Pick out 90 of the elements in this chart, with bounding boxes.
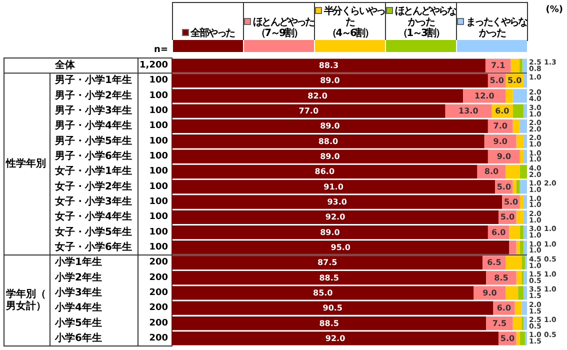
text: 1,200: [140, 60, 168, 71]
text: 100: [149, 106, 168, 116]
data-label: 5.0: [496, 182, 512, 192]
text: 100: [149, 212, 168, 222]
data-label: 9.0: [482, 288, 498, 298]
data-label: 89.0: [320, 152, 340, 162]
data-label: 88.5: [319, 318, 340, 328]
text: 100: [149, 90, 168, 101]
bar: [516, 180, 520, 194]
data-label: 8.5: [494, 273, 509, 282]
data-label: 95.0: [330, 242, 351, 252]
text: 100: [149, 182, 168, 192]
y-tick-label: 全体: [54, 59, 76, 72]
y-tick-label: 男子・小学3年生: [54, 104, 132, 117]
text: 100: [149, 166, 168, 177]
data-label: 6.5: [487, 258, 502, 268]
data-label: 86.0: [314, 167, 335, 176]
data-label: 93.0: [327, 198, 348, 206]
y-tick-label: 男子・小学6年生: [54, 150, 132, 162]
text: (%): [546, 5, 563, 15]
y-tick-label: 小学3年生: [54, 286, 102, 298]
bar: [512, 104, 524, 118]
data-label: 7.1: [490, 61, 506, 70]
y-tick-label: 小学5年生: [54, 316, 102, 329]
text: 100: [149, 242, 168, 252]
y-tick-label: 女子・小学4年生: [54, 210, 132, 223]
text: 200: [149, 333, 168, 344]
data-label: 7.5: [492, 318, 508, 328]
data-label: 13.0: [458, 106, 479, 116]
legend-label: ほとんどやった（7～9割）: [253, 17, 314, 39]
data-label: 7.0: [493, 122, 508, 131]
text: 100: [149, 152, 168, 162]
text: 100: [149, 227, 168, 238]
data-label: 12.0: [474, 91, 495, 100]
y-tick-label: 女子・小学6年生: [54, 240, 132, 253]
y-tick-label: 女子・小学2年生: [54, 180, 132, 192]
data-label: 90.5: [322, 304, 343, 313]
data-label: 5.0: [500, 334, 515, 343]
y-tick-label: 小学2年生: [54, 271, 102, 284]
data-label: 91.0: [324, 182, 344, 192]
text: 100: [149, 76, 168, 86]
data-label: 6.0: [495, 106, 510, 116]
y-tick-label: 小学4年生: [54, 302, 102, 314]
data-label: 92.0: [325, 334, 346, 343]
data-label: 87.5: [317, 258, 338, 268]
data-label: 82.0: [308, 91, 328, 100]
data-label: 88.5: [319, 273, 340, 282]
text: 学年別（男女計）: [5, 288, 46, 312]
text: n=: [154, 45, 168, 55]
y-tick-label: 男子・小学2年生: [54, 89, 132, 102]
text: 100: [149, 197, 168, 207]
data-label: 9.0: [496, 152, 512, 162]
text: 200: [149, 318, 168, 328]
data-label: 5.0: [490, 76, 504, 86]
y-tick-label: 小学1年生: [54, 256, 102, 268]
text: 100: [149, 136, 168, 146]
text: 200: [149, 272, 168, 283]
text: 200: [149, 258, 168, 268]
legend-label: ほとんどやらなかった（1～3割）: [395, 6, 456, 39]
series-label: 全部やった: [190, 28, 234, 39]
legend-label: 半分くらいやった（4～6割）: [324, 6, 385, 39]
bar: [520, 58, 522, 72]
data-label: 89.0: [320, 228, 340, 237]
y-tick-label: 女子・小学3年生: [54, 196, 132, 208]
text: 性学年別: [5, 158, 46, 170]
data-label: 8.0: [484, 167, 500, 176]
data-label: 89.0: [320, 122, 340, 131]
data-label: 5.0: [500, 212, 515, 222]
data-label: 9.0: [493, 136, 508, 146]
data-label: 88.3: [318, 61, 339, 70]
y-tick-label: 女子・小学1年生: [54, 165, 132, 178]
data-label: 89.0: [320, 76, 340, 86]
text: 200: [149, 303, 168, 314]
data-label: 88.0: [318, 136, 338, 146]
text: 100: [149, 121, 168, 132]
y-tick-label: 女子・小学5年生: [54, 226, 132, 238]
y-tick-label: 男子・小学5年生: [54, 134, 132, 147]
data-label: 77.0: [298, 106, 319, 116]
bar: [520, 164, 527, 179]
y-tick-label: 男子・小学1年生: [54, 74, 132, 86]
data-label: 92.0: [325, 212, 346, 222]
y-tick-label: 男子・小学4年生: [54, 120, 132, 132]
data-label: 5.0: [507, 76, 522, 86]
legend-label: まったくやらなかった: [465, 17, 527, 39]
data-label: 6.0: [496, 304, 512, 313]
data-label: 6.0: [492, 228, 506, 237]
y-tick-label: 小学6年生: [54, 332, 102, 344]
text: 200: [149, 288, 168, 298]
data-label: 85.0: [313, 288, 334, 298]
data-label: 5.0: [504, 198, 519, 206]
